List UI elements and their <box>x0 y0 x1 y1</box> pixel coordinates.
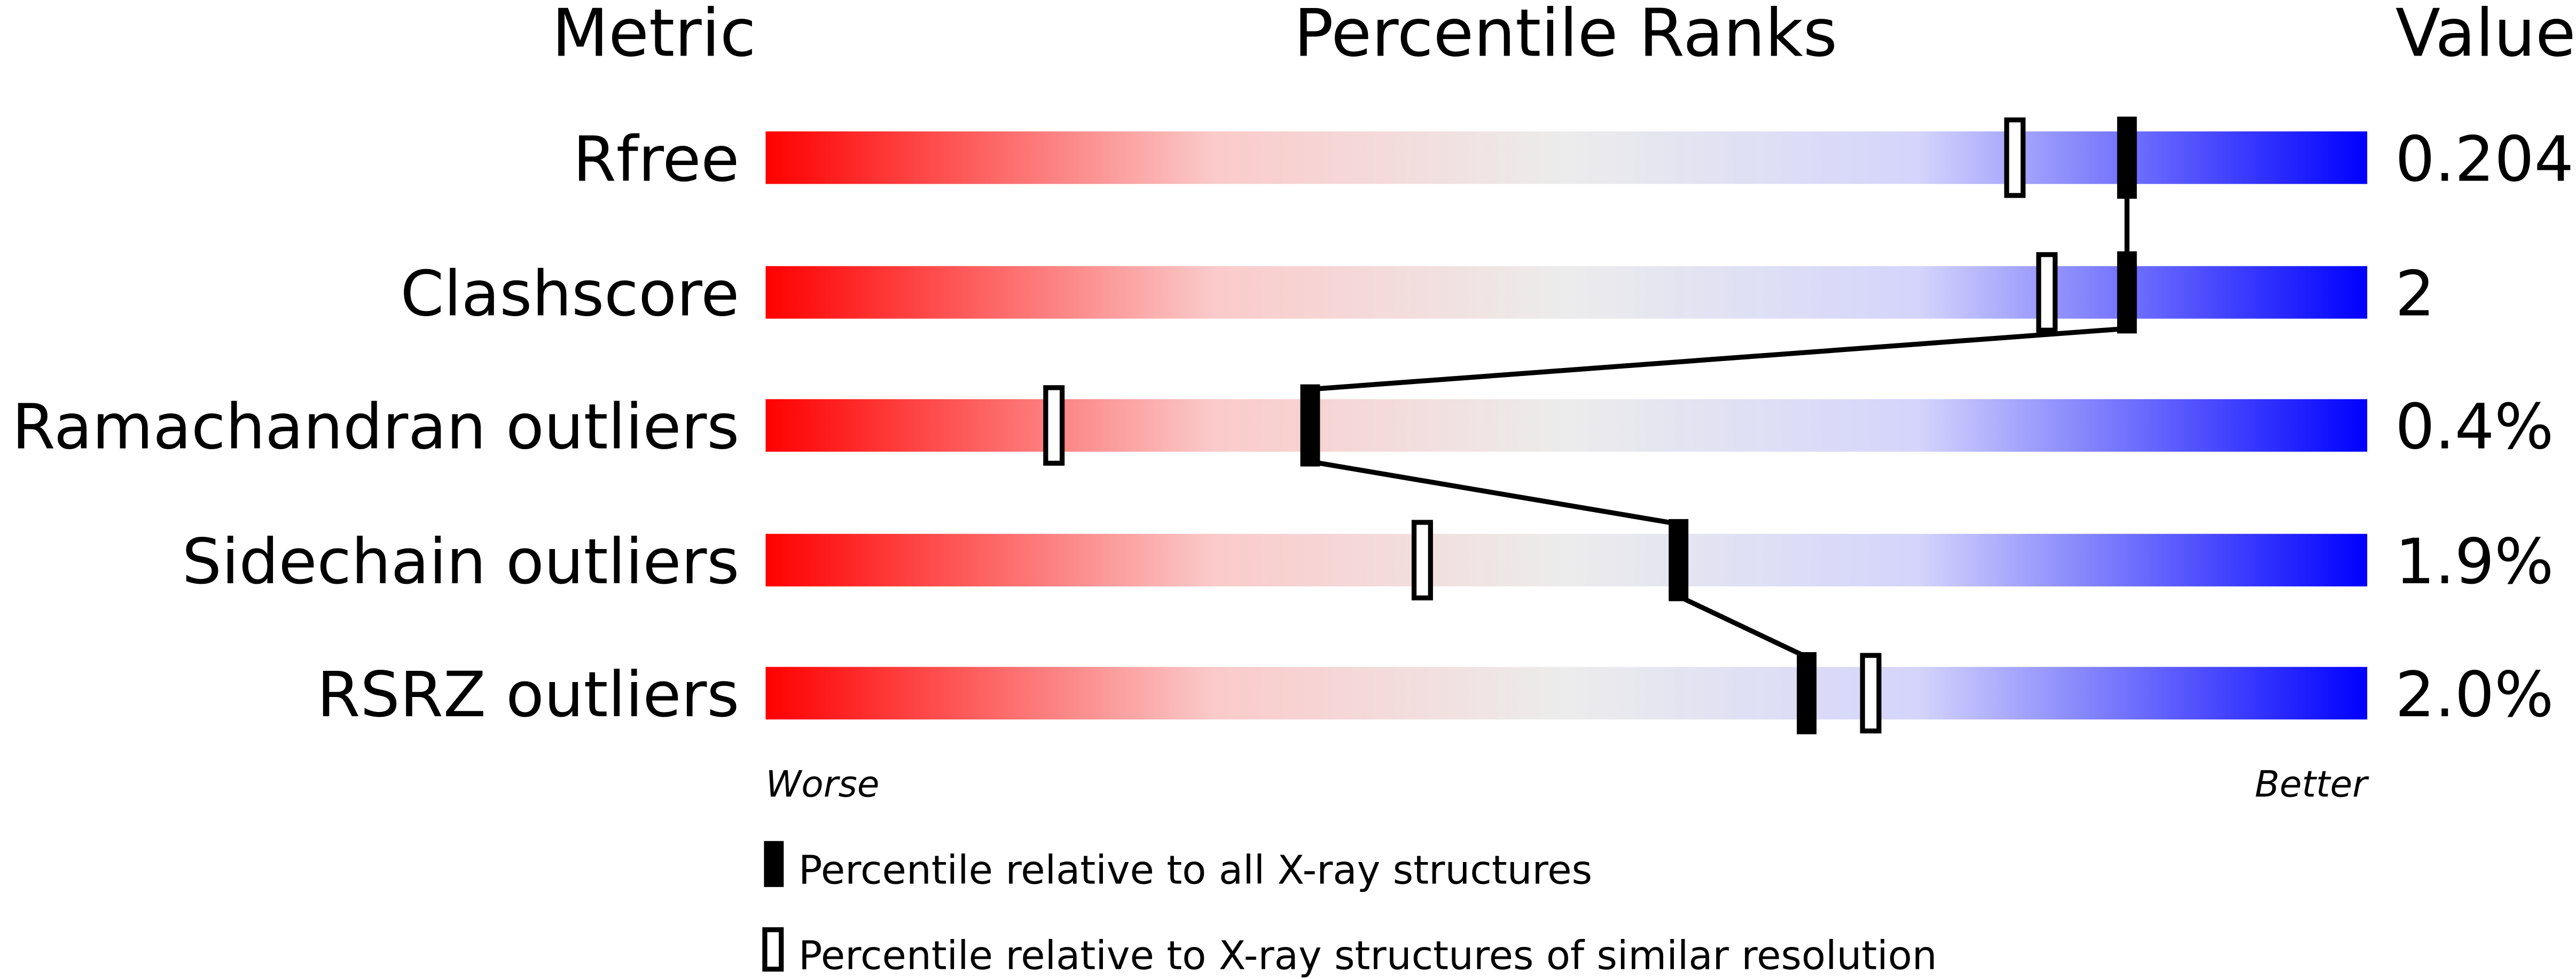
metric-label-rsrz-outliers: RSRZ outliers <box>317 659 739 731</box>
percentile-bar-ramachandran-outliers <box>765 399 2368 452</box>
marker-similar-ramachandran-outliers <box>1043 385 1065 466</box>
marker-all-rsrz-outliers <box>1797 652 1817 734</box>
header-metric: Metric <box>552 0 756 72</box>
metric-label-ramachandran-outliers: Ramachandran outliers <box>12 391 739 464</box>
metric-label-rfree: Rfree <box>573 123 740 195</box>
marker-all-clashscore <box>2117 251 2137 334</box>
metric-value-rsrz-outliers: 2.0% <box>2395 659 2554 731</box>
axis-label-worse: Worse <box>765 763 879 805</box>
legend-label-all: Percentile relative to all X-ray structu… <box>798 848 1592 894</box>
legend-open-marker <box>762 927 784 972</box>
marker-all-rfree <box>2117 116 2137 199</box>
legend-label-similar: Percentile relative to X-ray structures … <box>798 933 1937 979</box>
metric-label-clashscore: Clashscore <box>401 257 740 330</box>
connector-line <box>1677 594 1808 660</box>
axis-label-better: Better <box>2255 763 2370 805</box>
percentile-bar-clashscore <box>765 266 2368 319</box>
marker-similar-rfree <box>2004 117 2026 198</box>
metric-value-sidechain-outliers: 1.9% <box>2395 526 2554 598</box>
marker-similar-sidechain-outliers <box>1411 520 1433 601</box>
percentile-bar-sidechain-outliers <box>765 534 2368 586</box>
percentile-bar-rsrz-outliers <box>765 667 2368 720</box>
legend-filled-marker <box>764 841 784 887</box>
metric-value-ramachandran-outliers: 0.4% <box>2395 391 2554 464</box>
marker-similar-rsrz-outliers <box>1860 653 1882 734</box>
percentile-bar-rfree <box>765 131 2368 184</box>
metric-value-rfree: 0.204 <box>2395 123 2574 195</box>
connector-line <box>1310 459 1679 527</box>
metric-value-clashscore: 2 <box>2395 257 2434 330</box>
marker-all-ramachandran-outliers <box>1300 384 1320 467</box>
connector-line <box>1310 326 2127 392</box>
header-percentile-ranks: Percentile Ranks <box>1294 0 1837 72</box>
metric-label-sidechain-outliers: Sidechain outliers <box>182 526 739 598</box>
marker-similar-clashscore <box>2036 252 2058 333</box>
header-value: Value <box>2395 0 2576 72</box>
marker-all-sidechain-outliers <box>1669 519 1689 601</box>
